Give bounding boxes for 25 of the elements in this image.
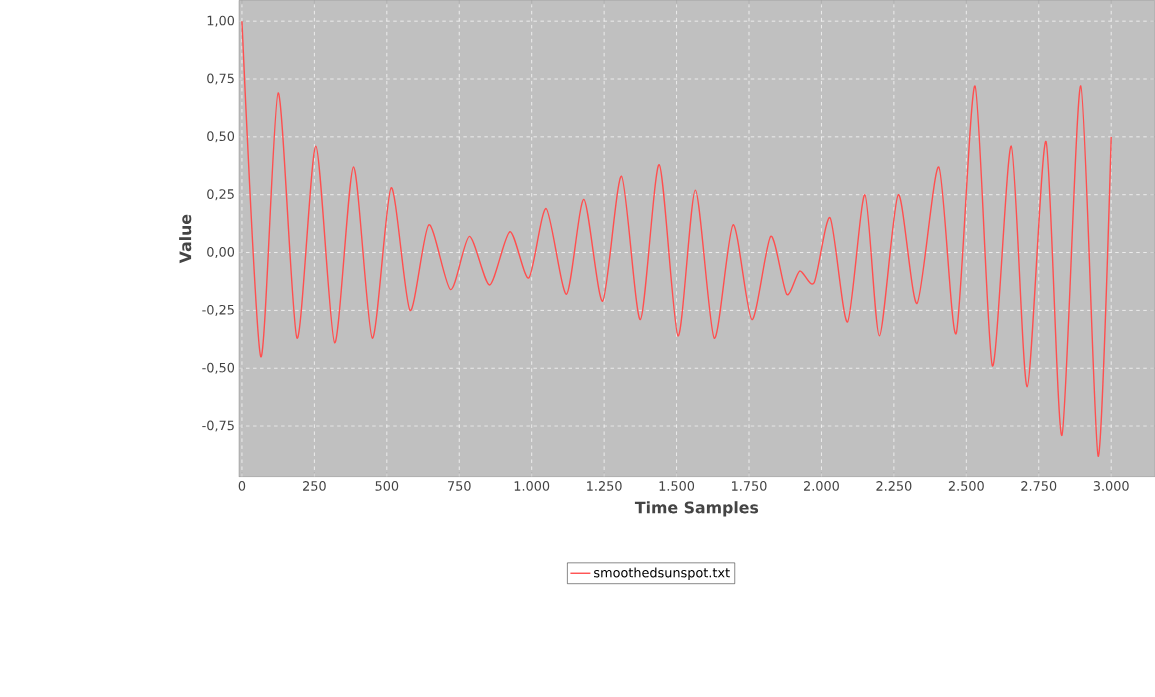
x-axis-title: Time Samples	[634, 501, 759, 517]
legend-label: smoothedsunspot.txt	[594, 567, 730, 580]
y-tick-label: 0,25	[207, 189, 234, 201]
x-tick-label: 2.250	[876, 480, 912, 491]
y-tick-label: 1,00	[207, 15, 235, 27]
y-tick-label: 0,50	[207, 131, 235, 143]
x-tick-label: 0	[238, 480, 246, 491]
y-tick-label: -0,75	[202, 420, 234, 432]
y-tick-label: 0,75	[207, 73, 234, 85]
y-tick-label: -0,25	[202, 304, 234, 316]
x-tick-label: 1.250	[587, 480, 622, 491]
x-tick-label: 250	[303, 480, 326, 491]
x-tick-label: 750	[448, 480, 471, 491]
x-tick-label: 1.000	[514, 480, 550, 491]
y-tick-label: 0,00	[207, 246, 235, 258]
x-tick-label: 2.500	[948, 480, 984, 491]
x-tick-label: 500	[375, 480, 399, 491]
y-axis-title: Value	[179, 214, 192, 264]
x-tick-label: 2.000	[803, 480, 839, 491]
x-tick-label: 1.750	[732, 480, 767, 491]
y-tick-label: -0,50	[202, 362, 235, 374]
x-tick-label: 1.500	[659, 480, 695, 491]
x-tick-label: 3.000	[1093, 480, 1129, 491]
x-tick-label: 2.750	[1021, 480, 1057, 491]
line-series	[241, 20, 1112, 457]
